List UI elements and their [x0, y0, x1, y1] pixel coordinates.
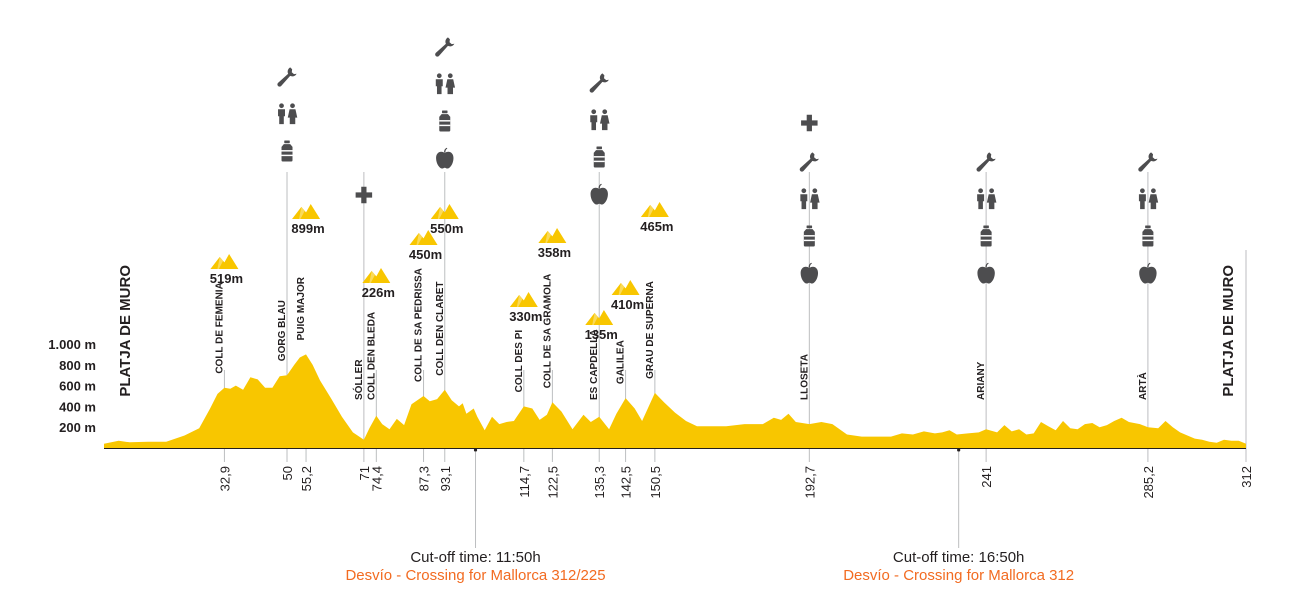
climb-label: 330m [509, 309, 542, 324]
restroom-icon [278, 103, 298, 125]
medical-cross-icon [355, 186, 373, 204]
km-tick-label: 241 [979, 466, 994, 488]
km-tick-label: 87,3 [417, 466, 432, 491]
place-label: ARTÀ [1136, 372, 1149, 400]
restroom-icon [977, 188, 997, 210]
place-label: PUIG MAJOR [296, 276, 307, 340]
km-tick-label: 55,2 [299, 466, 314, 491]
y-axis: 1.000 m 800 m 600 m 400 m 200 m [48, 337, 96, 435]
wrench-icon [435, 37, 455, 57]
wrench-icon [1138, 152, 1158, 172]
place-label: COLL DE SA GRAMOLA [542, 274, 553, 388]
cutoff-crossing: Desvío - Crossing for Mallorca 312/225 [345, 567, 605, 584]
place-label: GRAU DE SUPERNA [645, 281, 656, 379]
water-bottle-icon [281, 140, 293, 162]
place-label: COLL DEN CLARET [435, 281, 446, 375]
place-label: ES CAPDELLÀ [587, 329, 600, 400]
mountain-icon [640, 202, 669, 217]
place-label: COLL DES PI [514, 330, 525, 393]
climb-label: 550m [430, 221, 463, 236]
km-tick-label: 32,9 [217, 466, 232, 491]
y-tick-label: 200 m [59, 420, 96, 435]
climb-label: 450m [409, 247, 442, 262]
cutoff-crossing: Desvío - Crossing for Mallorca 312 [843, 567, 1074, 584]
wrench-icon [589, 73, 609, 93]
place-label: COLL DE SA PEDRISSA [414, 268, 425, 382]
mountain-icon [210, 254, 239, 269]
km-tick-label: 93,1 [438, 466, 453, 491]
place-label: LLOSETA [799, 354, 810, 400]
place-labels: COLL DE FEMENIA GORG BLAU PUIG MAJOR SÓLLER… [214, 268, 1148, 400]
apple-icon [1139, 262, 1157, 284]
water-bottle-icon [439, 110, 451, 132]
km-tick-label: 71 [357, 466, 372, 480]
climb-markers: 519m 899m 226m 450m 550m 330m 358m 135m 410m 465m [210, 202, 673, 342]
mountain-icon [362, 268, 391, 283]
elevation-area [104, 354, 1246, 448]
km-tick-label: 192,7 [802, 466, 817, 499]
water-bottle-icon [593, 146, 605, 168]
cutoff-time: Cut-off time: 11:50h [410, 549, 540, 566]
y-tick-label: 800 m [59, 358, 96, 373]
endpoint-labels: PLATJA DE MURO PLATJA DE MURO [117, 265, 1237, 397]
apple-icon [800, 262, 819, 284]
km-tick-label: 285,2 [1141, 466, 1156, 499]
climb-label: 465m [640, 219, 673, 234]
mountain-icon [509, 292, 538, 307]
restroom-icon [800, 188, 820, 210]
mountain-icon [538, 228, 567, 243]
climb-label: 226m [362, 285, 395, 300]
place-label: GORG BLAU [277, 300, 288, 361]
apple-icon [436, 147, 454, 169]
climb-label: 519m [210, 271, 243, 286]
mountain-icon [611, 280, 640, 295]
cutoff-marker [957, 448, 961, 452]
climb-label: 135m [585, 327, 618, 342]
restroom-icon [1138, 188, 1159, 210]
km-tick-label: 114,7 [517, 466, 532, 498]
y-tick-label: 600 m [59, 379, 96, 394]
apple-icon [977, 262, 995, 284]
medical-cross-icon [801, 114, 818, 132]
km-tick-label: 150,5 [648, 466, 663, 499]
place-label: COLL DEN BLEDA [366, 312, 377, 400]
km-tick-label: 122,5 [545, 466, 560, 499]
place-label: ARIANY [976, 361, 987, 400]
cutoff-marker [473, 448, 478, 452]
km-tick-label: 135,3 [592, 466, 607, 499]
restroom-icon [435, 73, 456, 95]
wrench-icon [976, 152, 996, 172]
y-tick-label: 1.000 m [48, 337, 96, 352]
climb-label: 358m [538, 245, 571, 260]
place-label: COLL DE FEMENIA [214, 282, 225, 373]
km-tick-label: 50 [280, 466, 295, 480]
endpoint-label: PLATJA DE MURO [117, 265, 134, 397]
endpoint-label: PLATJA DE MURO [1220, 265, 1237, 397]
climb-label: 410m [611, 297, 644, 312]
climb-label: 899m [291, 221, 324, 236]
y-tick-label: 400 m [59, 399, 96, 414]
km-tick-label: 142,5 [619, 466, 634, 499]
wrench-icon [277, 67, 297, 87]
mountain-icon [292, 204, 321, 219]
wrench-icon [799, 152, 819, 172]
place-label: GALILEA [616, 340, 627, 384]
cutoff-time: Cut-off time: 16:50h [893, 549, 1024, 566]
km-tick-label: 74,4 [369, 466, 384, 491]
apple-icon [590, 183, 608, 205]
place-label: SÓLLER [352, 359, 365, 400]
km-tick-label: 312 [1239, 466, 1254, 488]
restroom-icon [590, 109, 610, 131]
